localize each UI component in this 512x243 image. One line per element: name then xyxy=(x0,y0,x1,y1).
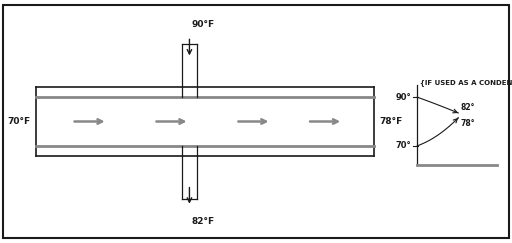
Text: 78°: 78° xyxy=(461,119,475,128)
Text: 90°F: 90°F xyxy=(192,20,215,29)
Text: 70°F: 70°F xyxy=(8,117,31,126)
Text: 70°: 70° xyxy=(395,141,411,150)
Text: 82°F: 82°F xyxy=(192,217,215,226)
Text: {IF USED AS A CONDENSER}: {IF USED AS A CONDENSER} xyxy=(420,79,512,86)
Text: 78°F: 78°F xyxy=(379,117,402,126)
Text: 82°: 82° xyxy=(461,103,475,112)
Text: 90°: 90° xyxy=(395,93,411,102)
